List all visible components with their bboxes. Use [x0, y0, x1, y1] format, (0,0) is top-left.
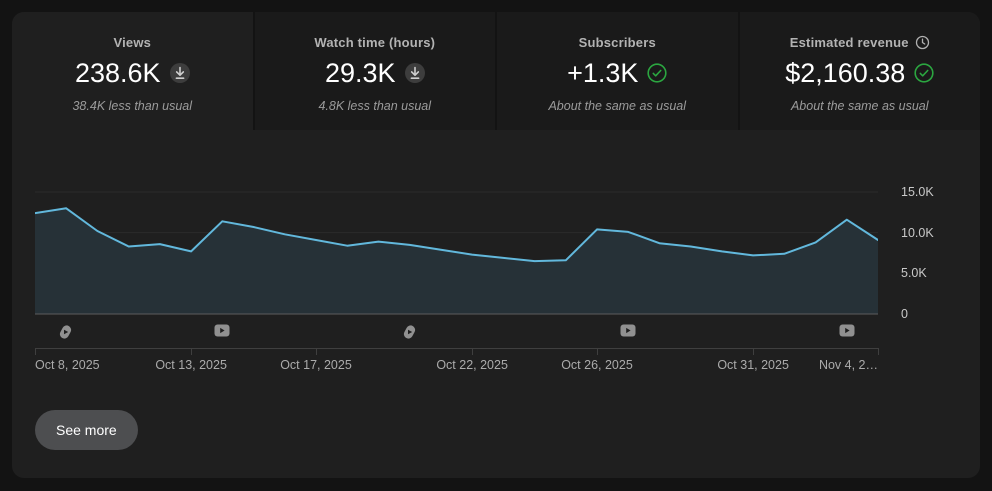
tab-subscribers[interactable]: Subscribers +1.3K About the same as usua…	[495, 12, 738, 130]
green-check-circle-icon	[647, 63, 668, 83]
shorts-icon[interactable]	[58, 324, 74, 340]
clock-icon	[915, 35, 930, 50]
y-axis-label: 10.0K	[901, 225, 934, 240]
tab-watch-time[interactable]: Watch time (hours) 29.3K 4.8K less than …	[252, 12, 495, 130]
tab-views-value: 238.6K	[74, 57, 161, 88]
tab-views-label: Views	[113, 34, 152, 50]
tab-subscribers-comparison: About the same as usual	[548, 99, 687, 113]
x-axis-label: Nov 4, 2…	[818, 358, 878, 372]
x-axis-label: Oct 8, 2025	[35, 358, 100, 372]
tab-watch-time-comparison: 4.8K less than usual	[318, 99, 432, 113]
shorts-icon[interactable]	[402, 324, 418, 340]
down-arrow-circle-icon	[169, 63, 190, 83]
x-axis-tick	[472, 348, 474, 355]
views-trend-chart[interactable]	[35, 186, 878, 317]
x-axis-tick	[35, 348, 36, 355]
x-axis-tick	[597, 348, 598, 355]
green-check-circle-icon	[914, 63, 934, 83]
tab-estimated-revenue-label: Estimated revenue	[789, 34, 909, 50]
x-axis-label: Oct 26, 2025	[561, 358, 633, 372]
see-more-button[interactable]: See more	[35, 410, 138, 450]
video-play-icon[interactable]	[620, 324, 636, 340]
video-play-icon[interactable]	[839, 324, 855, 340]
x-axis-label: Oct 13, 2025	[155, 358, 227, 372]
y-axis-label: 15.0K	[901, 185, 934, 199]
x-axis-tick	[191, 348, 193, 355]
tab-estimated-revenue[interactable]: Estimated revenue $2,160.38 About the sa…	[737, 12, 980, 130]
metric-tabs: Views 238.6K 38.4K less than usual Watch…	[12, 12, 980, 130]
tab-watch-time-value: 29.3K	[324, 57, 396, 88]
y-axis-label: 0	[901, 307, 908, 321]
tab-views-comparison: 38.4K less than usual	[72, 99, 193, 113]
tab-subscribers-value: +1.3K	[567, 57, 639, 88]
x-axis-tick	[753, 348, 755, 355]
down-arrow-circle-icon	[404, 63, 425, 83]
x-axis-tick	[316, 348, 317, 355]
tab-estimated-revenue-comparison: About the same as usual	[790, 99, 929, 113]
y-axis-label: 5.0K	[901, 266, 927, 281]
x-axis-line	[35, 348, 878, 349]
analytics-overview-card: Views 238.6K 38.4K less than usual Watch…	[12, 12, 980, 478]
x-axis-tick	[878, 348, 879, 355]
x-axis-label: Oct 17, 2025	[280, 358, 352, 372]
video-play-icon[interactable]	[214, 324, 230, 340]
tab-watch-time-label: Watch time (hours)	[314, 34, 436, 50]
tab-views[interactable]: Views 238.6K 38.4K less than usual	[12, 12, 253, 130]
tab-subscribers-label: Subscribers	[578, 34, 656, 50]
x-axis-label: Oct 22, 2025	[436, 358, 508, 372]
x-axis-label: Oct 31, 2025	[717, 358, 789, 372]
tab-estimated-revenue-value: $2,160.38	[785, 57, 906, 88]
